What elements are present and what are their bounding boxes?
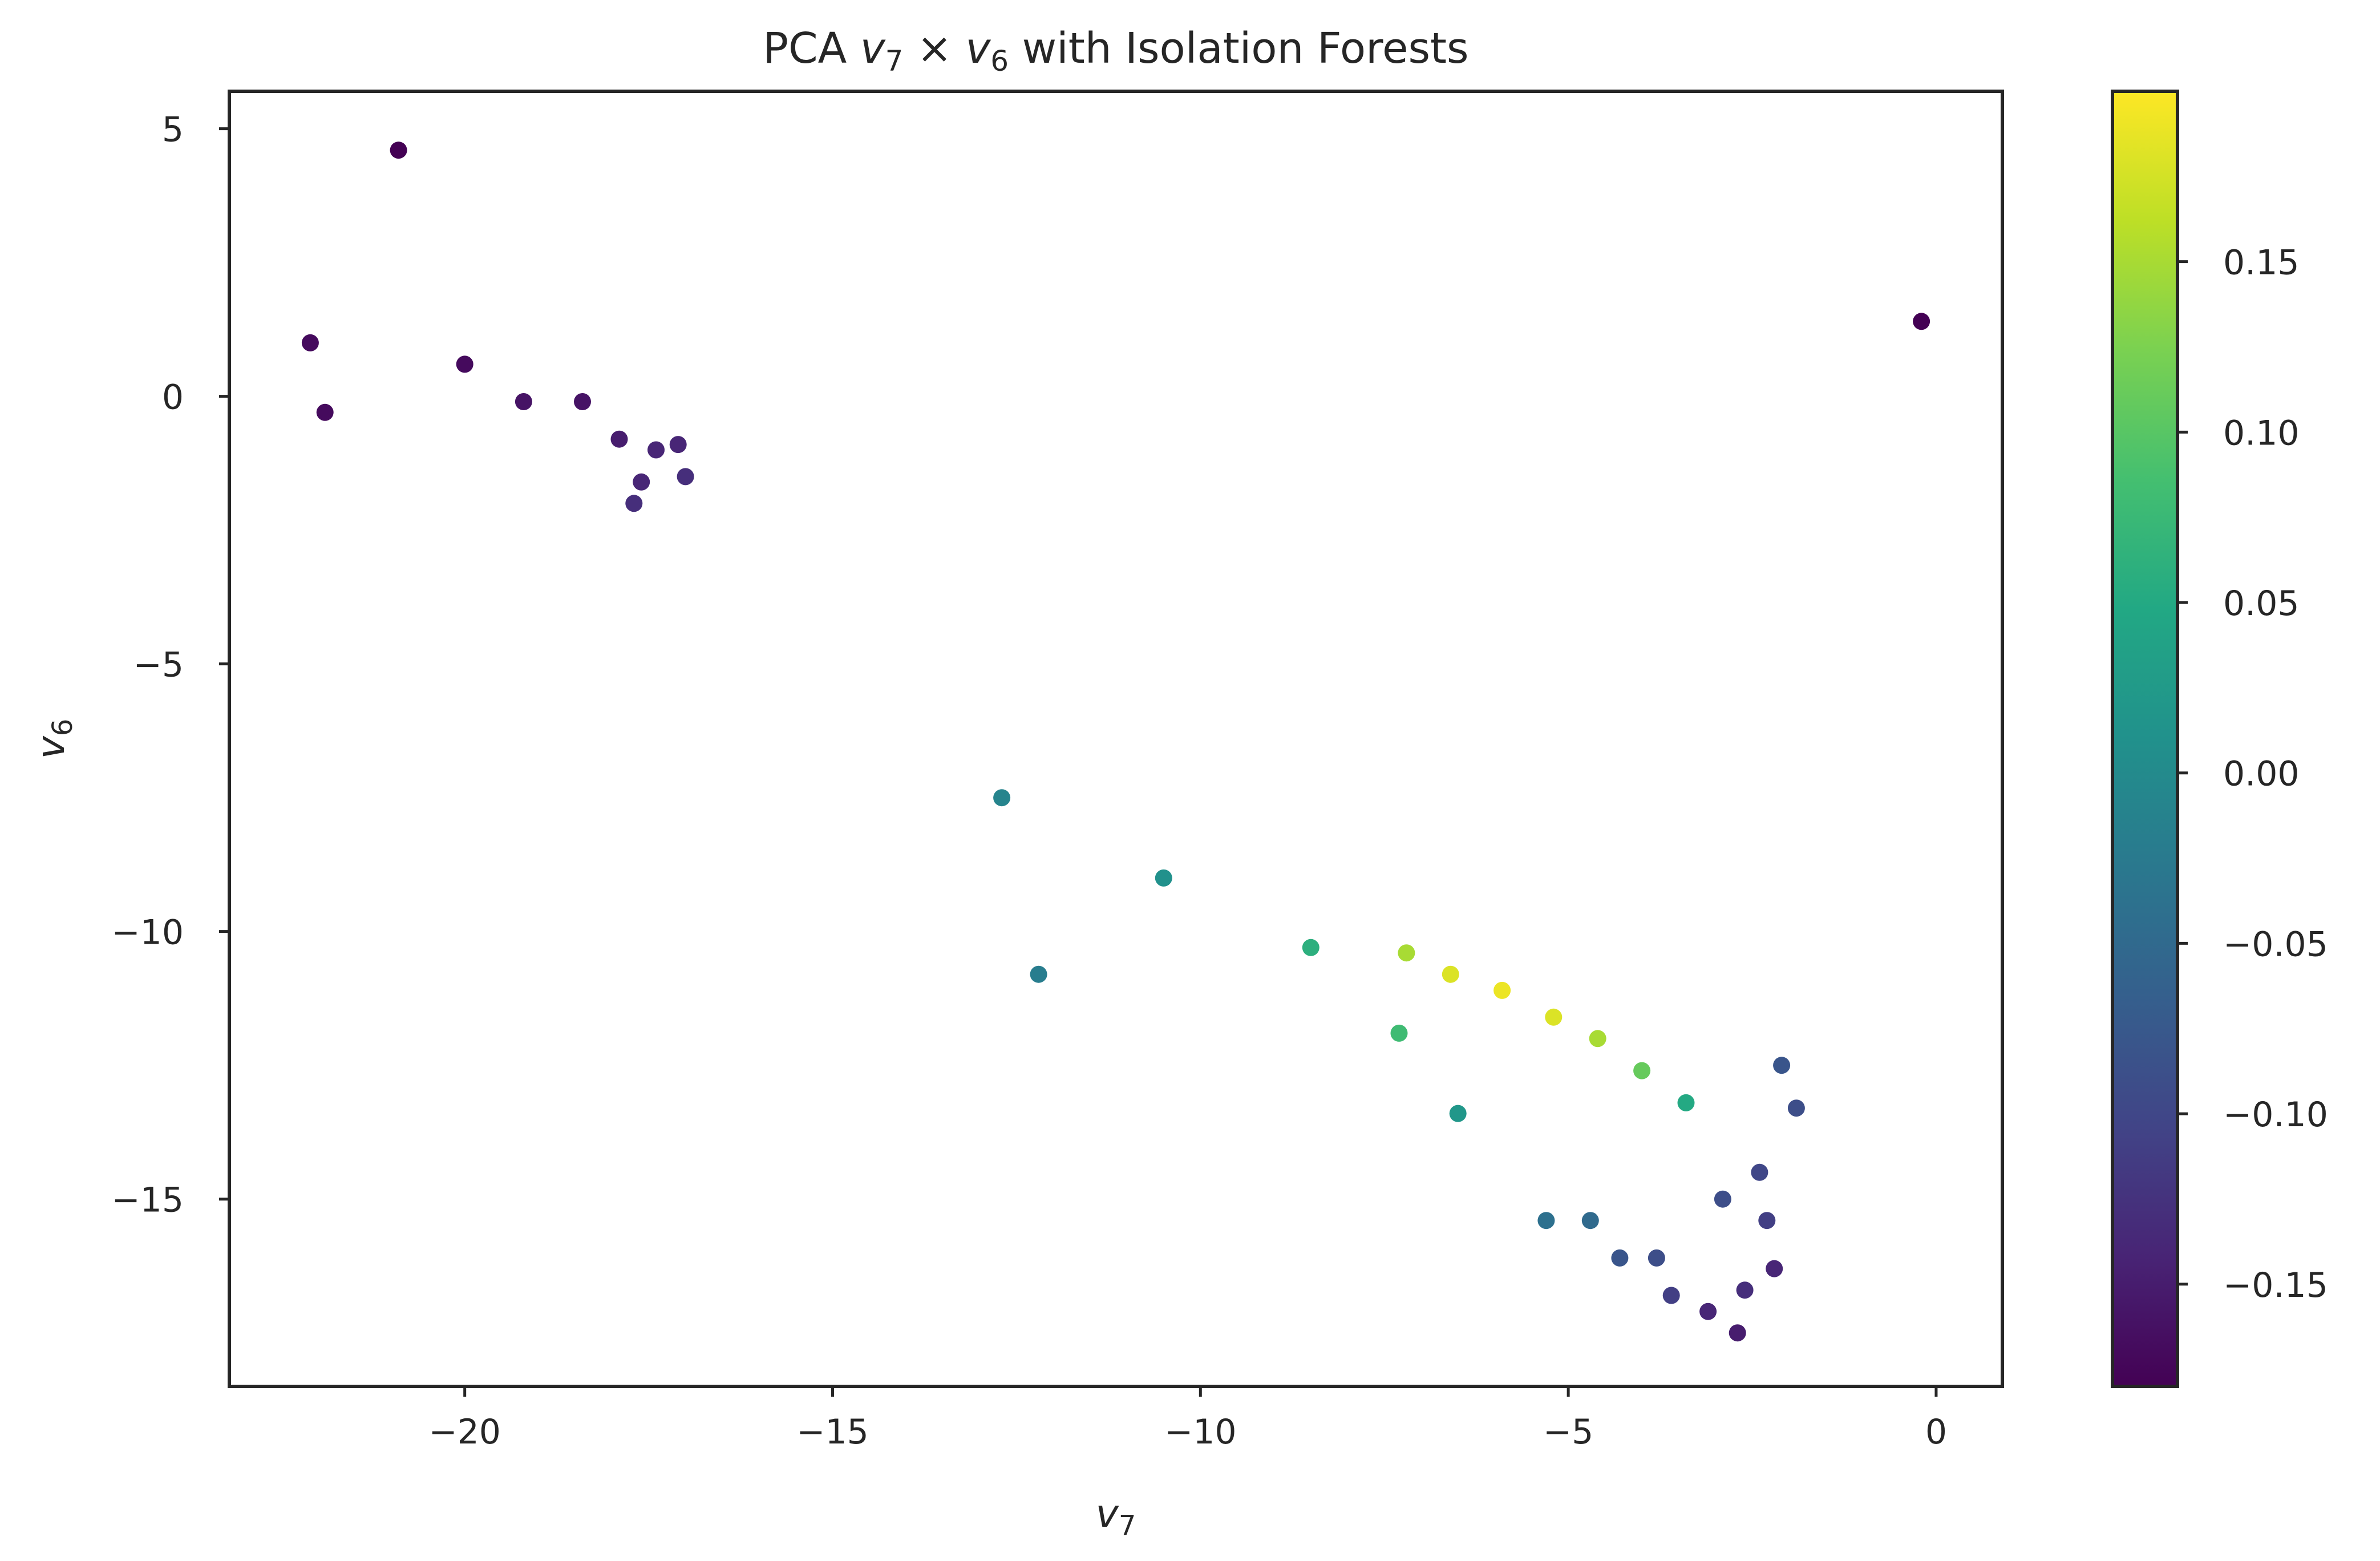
plot-area-frame <box>228 90 2004 1388</box>
scatter-point-38 <box>1633 1062 1651 1079</box>
scatter-point-30 <box>1773 1057 1791 1074</box>
scatter-point-10 <box>647 441 665 459</box>
scatter-point-5 <box>574 393 591 410</box>
scatter-point-27 <box>1766 1260 1783 1277</box>
scatter-point-17 <box>1155 869 1172 887</box>
scatter-point-16 <box>1302 939 1319 956</box>
scatter-point-12 <box>625 495 643 512</box>
x-axis: −20 −15 −10 −5 0 <box>428 1386 1947 1452</box>
colorbar-tick-label: 0.15 <box>2223 243 2300 283</box>
x-tick-label: −15 <box>796 1412 869 1452</box>
scatter-point-1 <box>301 334 319 351</box>
scatter-point-32 <box>1714 1190 1731 1208</box>
y-axis-label: v6 <box>29 719 79 759</box>
scatter-point-11 <box>669 436 687 454</box>
scatter-point-24 <box>1699 1303 1717 1320</box>
scatter-point-18 <box>993 789 1011 807</box>
scatter-point-21 <box>1611 1249 1629 1267</box>
scatter-point-36 <box>1545 1008 1563 1026</box>
scatter-point-25 <box>1729 1324 1746 1342</box>
scatter-point-37 <box>1589 1030 1606 1048</box>
y-tick-label: 5 <box>162 110 184 150</box>
scatter-point-35 <box>1493 981 1511 999</box>
scatter-point-26 <box>1736 1281 1754 1299</box>
scatter-point-7 <box>1030 965 1047 983</box>
x-tick-label: −20 <box>428 1412 501 1452</box>
scatter-point-28 <box>1758 1212 1776 1230</box>
x-tick-label: −5 <box>1543 1412 1593 1452</box>
y-tick-label: −15 <box>111 1180 184 1220</box>
scatter-point-9 <box>633 473 650 491</box>
scatter-point-31 <box>1787 1099 1805 1117</box>
scatter-point-33 <box>1398 944 1415 962</box>
colorbar-tick-label: −0.15 <box>2223 1265 2328 1305</box>
x-axis-label: v7 <box>1096 1491 1136 1542</box>
scatter-points <box>301 141 1930 1342</box>
scatter-point-14 <box>1449 1105 1467 1122</box>
colorbar-tick-label: 0.10 <box>2223 413 2300 453</box>
scatter-point-13 <box>677 468 694 486</box>
y-axis: 5 0 −5 −10 −15 <box>111 110 229 1220</box>
y-tick-label: −5 <box>133 645 184 685</box>
scatter-point-0 <box>390 141 407 159</box>
scatter-point-3 <box>456 355 473 373</box>
scatter-point-15 <box>1390 1024 1408 1042</box>
scatter-point-34 <box>1442 965 1459 983</box>
scatter-point-8 <box>610 430 628 448</box>
scatter-point-22 <box>1648 1249 1665 1267</box>
x-tick-label: 0 <box>1925 1412 1947 1452</box>
scatter-point-20 <box>1581 1212 1599 1230</box>
y-tick-label: −10 <box>111 913 184 953</box>
scatter-point-19 <box>1537 1212 1555 1230</box>
scatter-point-39 <box>1677 1094 1695 1111</box>
chart-title: PCA v7 × v6 with Isolation Forests <box>763 24 1468 78</box>
colorbar-tick-label: −0.05 <box>2223 924 2328 964</box>
scatter-point-4 <box>515 393 532 410</box>
colorbar-tick-label: −0.10 <box>2223 1095 2328 1135</box>
colorbar-tick-label: 0.05 <box>2223 584 2300 624</box>
colorbar-tick-label: 0.00 <box>2223 754 2300 794</box>
scatter-point-6 <box>1913 313 1930 330</box>
y-tick-label: 0 <box>162 378 184 418</box>
colorbar <box>2111 90 2179 1388</box>
scatter-point-23 <box>1662 1287 1680 1304</box>
colorbar-ticks: 0.15 0.10 0.05 0.00 −0.05 −0.10 −0.15 <box>2177 243 2328 1305</box>
scatter-point-29 <box>1751 1163 1768 1181</box>
scatter-point-2 <box>316 403 334 421</box>
x-tick-label: −10 <box>1164 1412 1237 1452</box>
